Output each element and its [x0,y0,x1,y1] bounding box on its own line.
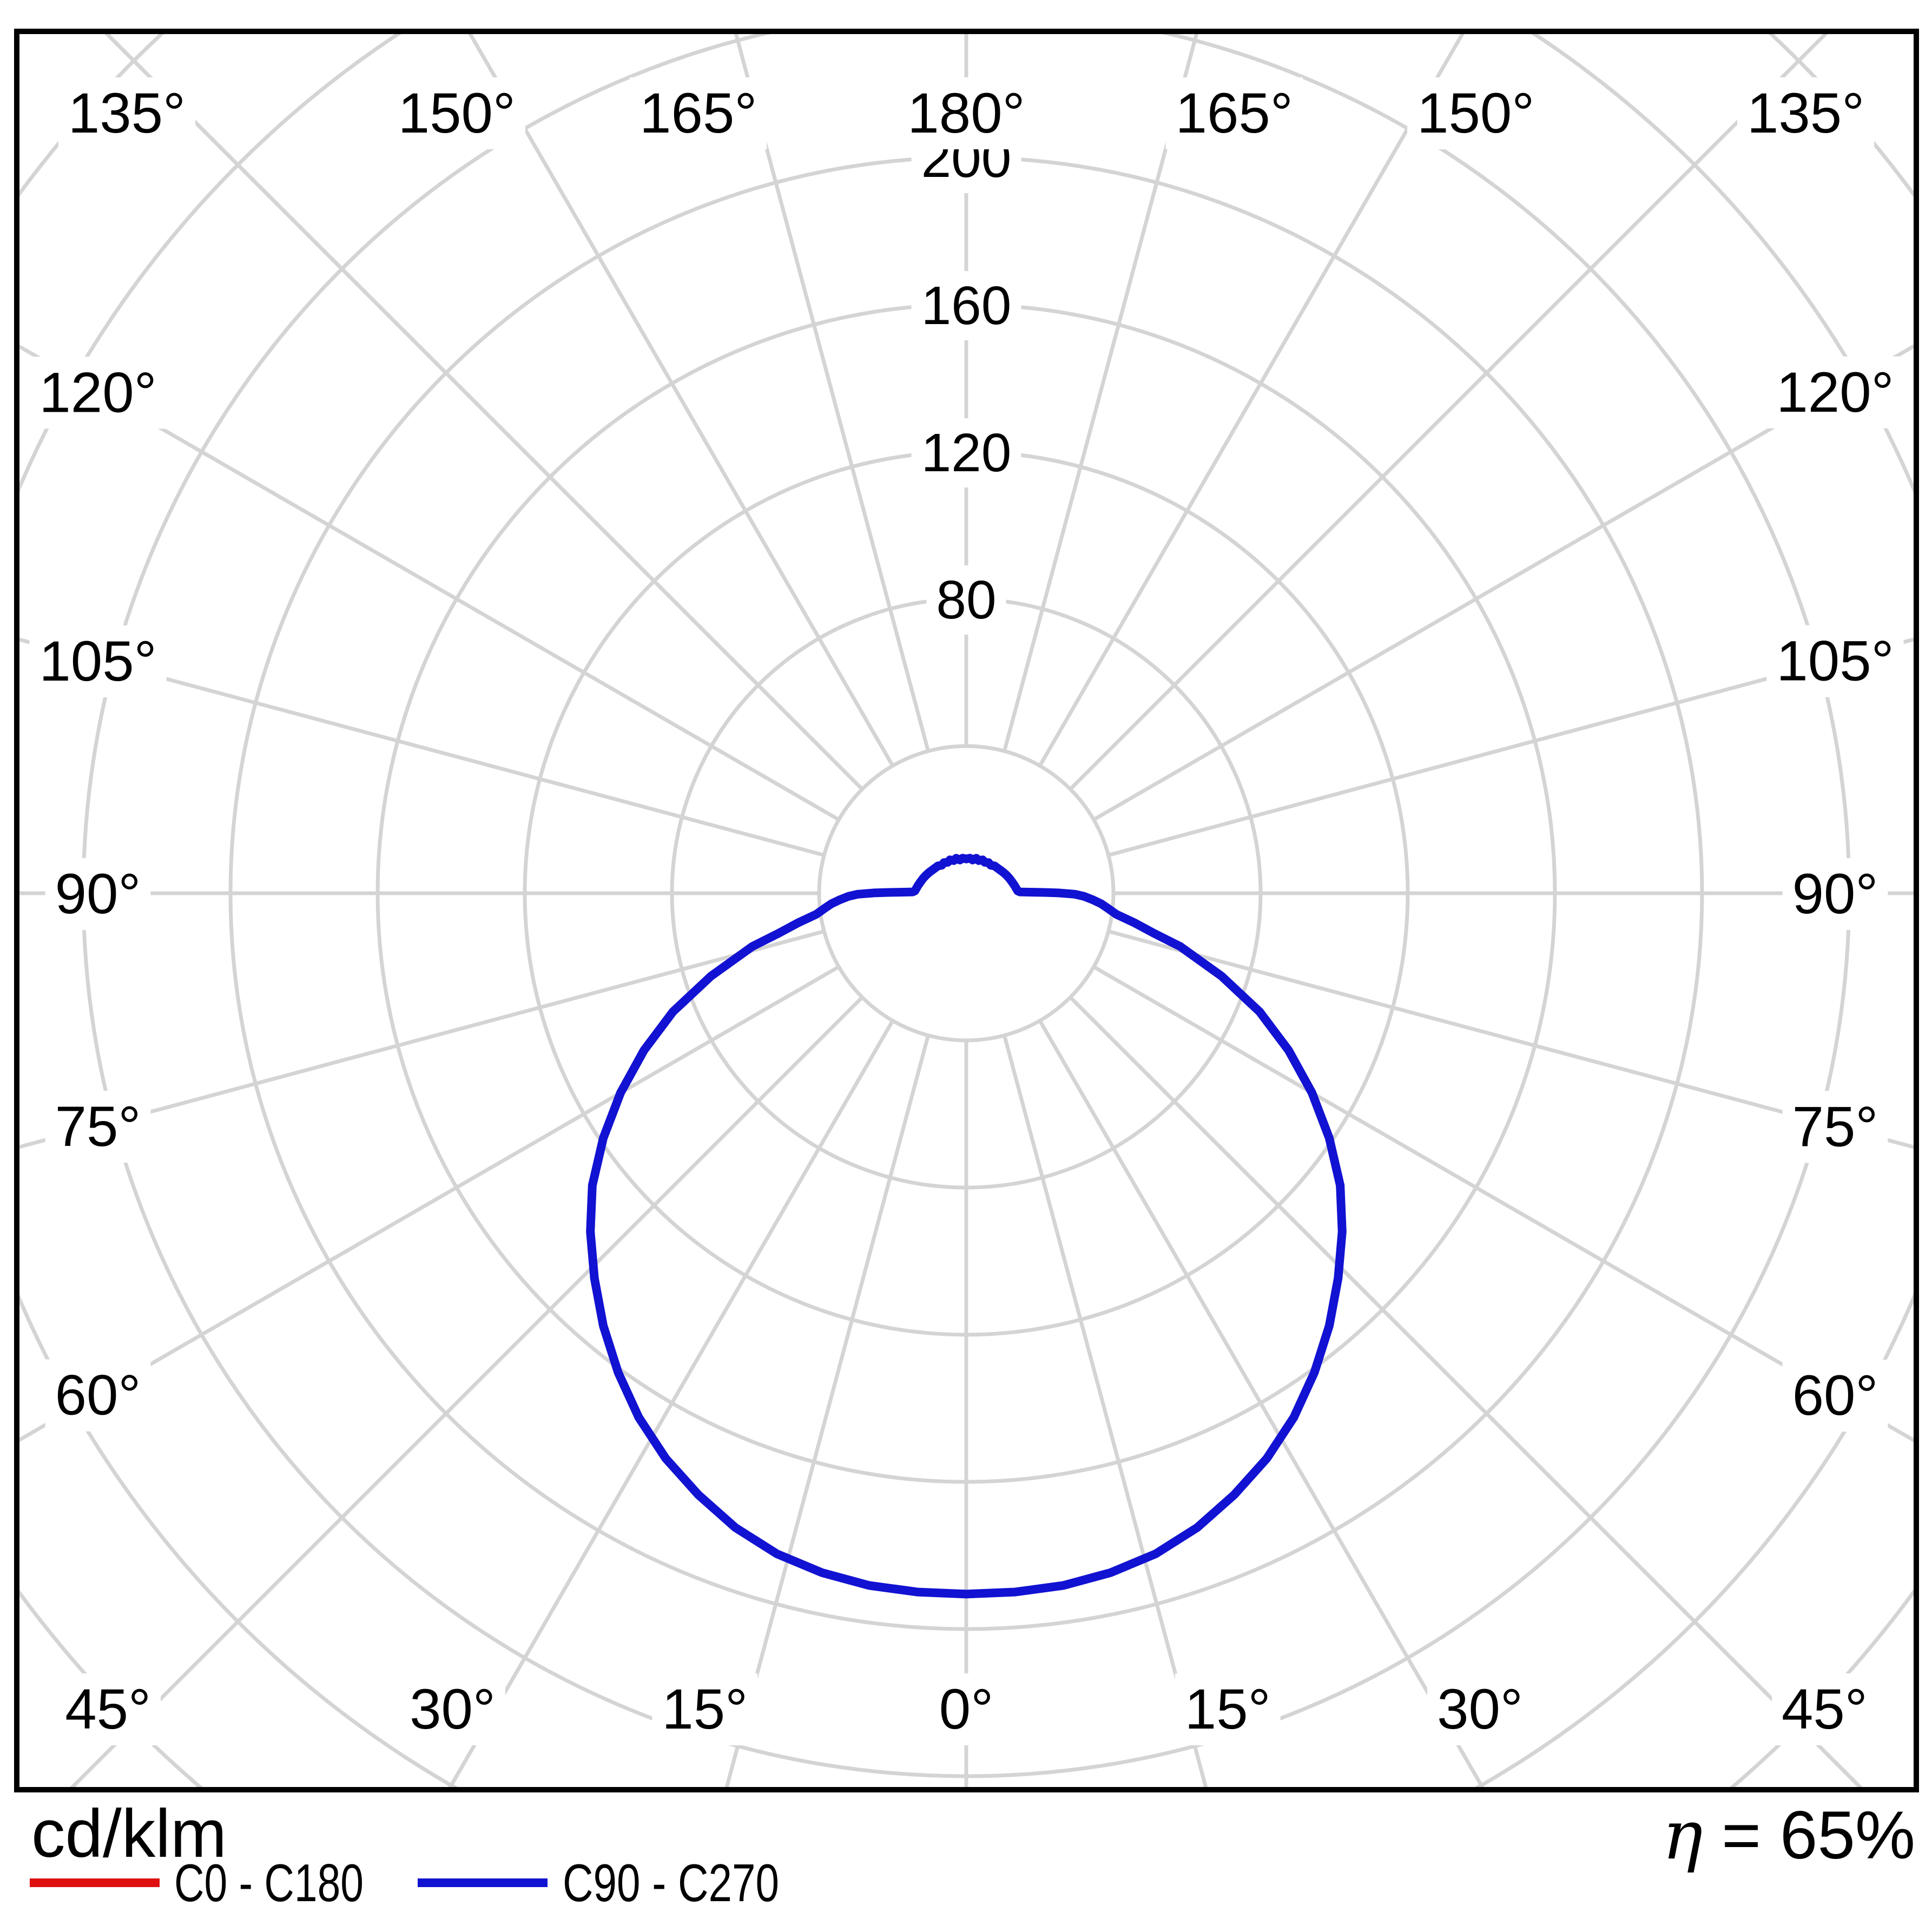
radial-label-160-bg [911,271,1021,340]
angle-label-90-right-bg [1782,858,1888,930]
angle-label-165-right-bg [1165,77,1303,149]
angle-label-135-left: 135° [68,82,186,145]
angle-label-0-bg [929,1673,1004,1745]
radial-label-160: 160 [921,275,1012,336]
angle-label-75-left: 75° [55,1095,141,1158]
angle-label-45-left: 45° [65,1678,151,1741]
angle-label-165-left: 165° [639,82,757,145]
angle-label-105-left-bg [29,625,167,697]
angle-label-15-left: 15° [662,1678,748,1741]
angle-label-30-left: 30° [410,1678,496,1741]
efficiency-label: η = 65% [1662,1796,1915,1875]
legend: C0 - C180 C90 - C270 [30,1853,779,1913]
angle-label-135-right: 135° [1747,82,1864,145]
legend-c0-label: C0 - C180 [174,1853,364,1913]
plot-frame [14,29,1919,1792]
grid-spoke-195 [734,34,930,752]
angle-label-150-right-bg [1407,77,1545,149]
angle-label-135-left-bg [58,77,195,149]
unit-label: cd/klm [31,1796,227,1871]
angle-label-150-right: 150° [1417,82,1534,145]
angle-label-45-right-bg [1772,1673,1877,1745]
angle-label-75-right: 75° [1792,1095,1878,1158]
angle-label-30-left-bg [400,1673,505,1745]
grid-spoke-165 [1003,34,1199,752]
angle-label-135-right-bg [1737,77,1875,149]
angle-label-90-left-bg [45,858,151,930]
grid-spoke-240 [19,344,840,822]
grid-spoke-60 [1092,965,1914,1442]
radial-label-80-bg [926,565,1006,635]
angle-label-75-right-bg [1782,1091,1888,1163]
grid-spoke-330 [448,1019,895,1787]
angle-label-180: 180° [907,82,1025,145]
angle-label-120-right: 120° [1776,361,1894,424]
radial-label-80: 80 [936,570,996,630]
angle-label-15-right-bg [1175,1673,1281,1745]
eta-value: = 65% [1703,1798,1915,1873]
angle-label-180-bg [898,77,1035,149]
grid-spoke-30 [1038,1019,1485,1787]
grid-spoke-150 [1038,34,1465,767]
angle-label-60-left-bg [45,1359,151,1432]
angle-label-60-right-bg [1782,1360,1888,1432]
angle-label-105-right-bg [1766,625,1904,697]
grid-spoke-255 [19,637,825,857]
angle-label-120-left: 120° [39,361,156,424]
angle-label-120-left-bg [29,357,167,429]
angle-label-105-left: 105° [39,630,156,693]
angle-label-105-right: 105° [1776,630,1894,693]
eta-symbol: η [1662,1796,1703,1875]
grid-spoke-300 [19,965,840,1442]
legend-c90-label: C90 - C270 [563,1853,779,1913]
intensity-curves [586,854,1347,1599]
intensity-curve-c90-c270 [586,854,1347,1599]
angle-label-45-right: 45° [1782,1678,1868,1741]
grid-spoke-345 [724,1034,930,1787]
angle-label-30-right: 30° [1437,1678,1523,1741]
angle-label-150-left: 150° [398,82,516,145]
angle-label-30-right-bg [1427,1673,1533,1745]
angle-label-90-right: 90° [1792,862,1878,926]
radial-label-120-bg [911,418,1021,487]
angle-label-15-left-bg [652,1673,758,1745]
angle-label-90-left: 90° [55,862,141,926]
angle-label-165-right: 165° [1176,82,1293,145]
angle-label-120-right-bg [1766,356,1904,428]
radial-label-120: 120 [921,423,1012,483]
angle-label-0: 0° [939,1678,993,1741]
angle-label-60-left: 60° [55,1364,141,1427]
grid-spoke-105 [1107,637,1914,857]
angle-label-75-left-bg [45,1091,151,1163]
grid-spoke-120 [1092,344,1914,822]
grid-spoke-285 [19,929,825,1149]
angle-label-165-left-bg [630,77,767,149]
angle-label-60-right: 60° [1792,1364,1878,1427]
grid-spoke-15 [1003,1034,1208,1787]
grid-spoke-210 [468,34,895,767]
grid-spoke-75 [1107,929,1914,1149]
angle-label-45-left-bg [55,1673,161,1745]
angle-label-15-right: 15° [1185,1678,1271,1741]
angle-label-150-left-bg [388,77,525,149]
